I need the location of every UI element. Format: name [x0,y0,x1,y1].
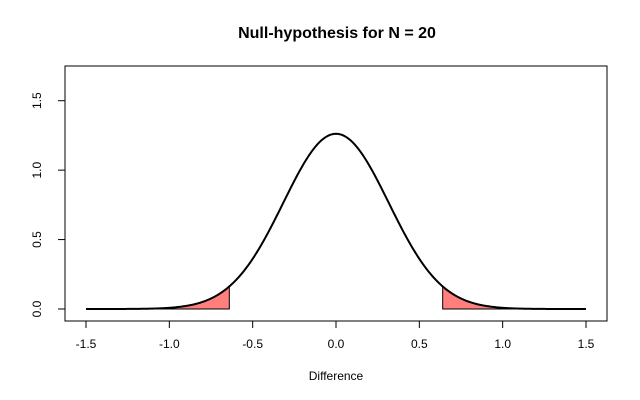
left-tail-shade [86,285,230,310]
x-tick-label: -1.0 [159,337,180,351]
shaded-regions [86,285,586,310]
plot-frame [64,65,608,322]
x-axis: -1.5 -1.0 -0.5 0.0 0.5 1.0 1.5 [76,320,595,351]
series-layer [86,132,586,310]
chart-title: Null-hypothesis for N = 20 [238,25,436,42]
right-tail-shade [442,285,586,310]
y-tick-label: 1.0 [30,161,44,178]
density-curve [86,132,586,310]
x-tick-label: 1.0 [494,337,511,351]
y-axis: 0.0 0.5 1.0 1.5 [30,92,66,317]
x-tick-label: -0.5 [242,337,263,351]
x-axis-label: Difference [309,369,364,383]
x-tick-label: -1.5 [76,337,97,351]
y-tick-label: 0.0 [30,300,44,317]
y-tick-label: 1.5 [30,92,44,109]
x-tick-label: 1.5 [578,337,595,351]
y-tick-label: 0.5 [30,231,44,248]
x-tick-label: 0.0 [328,337,345,351]
x-tick-label: 0.5 [411,337,428,351]
